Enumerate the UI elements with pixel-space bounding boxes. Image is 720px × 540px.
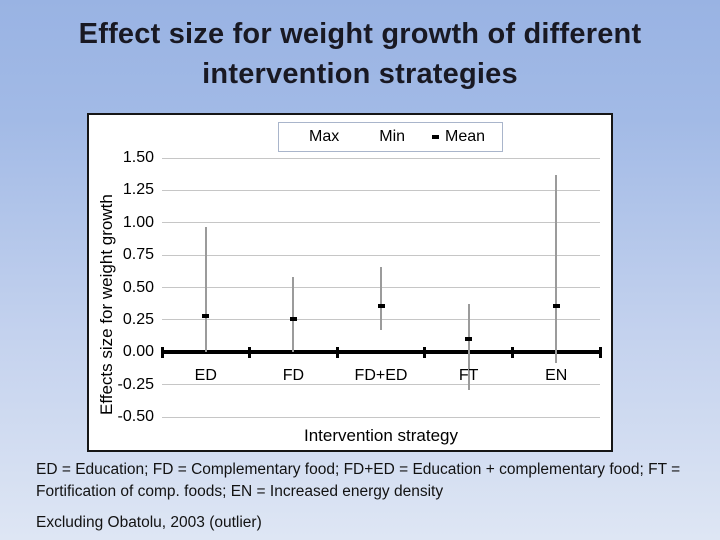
x-axis-tick [335,346,339,358]
y-tick-label: 0.00 [122,343,154,361]
gridline [162,384,600,386]
slide-title: Effect size for weight growth of differe… [78,18,642,90]
footnote-abbreviations: ED = Education; FD = Complementary food;… [36,461,681,500]
x-axis-tick [598,346,602,358]
footnotes: ED = Education; FD = Complementary food;… [36,459,714,534]
legend-entry-min: Min [366,128,405,146]
x-category-label: EN [545,367,568,385]
legend-label-max: Max [309,128,340,145]
legend-entry-mean: Mean [432,128,485,146]
gridline [162,157,600,159]
hilo-range-line [292,277,295,353]
hilo-range-line [204,226,207,353]
min-marker-icon [366,135,373,139]
hilo-range-line [380,266,382,331]
x-axis-line [162,350,600,355]
y-axis-title: Effects size for weight growth [97,194,116,415]
chart-canvas: 1.50 1.25 1.00 0.75 0.50 0.25 0.00 -0.25 -0.50 ED… [89,115,611,450]
legend-label-min: Min [379,128,406,145]
x-axis-tick [510,346,514,358]
x-category-label: ED [194,367,217,385]
gridline [162,189,600,191]
y-tick-label: 0.50 [122,278,154,296]
gridline [162,254,600,256]
x-axis-tick [423,346,427,358]
y-tick-label: 1.00 [122,213,154,231]
mean-marker [202,313,210,318]
y-tick-label: 0.25 [122,310,154,328]
legend-entry-max: Max [296,128,339,146]
x-category-label: FT [458,367,479,385]
mean-marker [377,303,385,308]
gridline [162,416,600,418]
x-axis-tick [160,346,164,358]
mean-marker [289,316,297,321]
max-marker-icon [296,135,303,139]
mean-marker-icon [432,135,440,139]
y-tick-label: 0.75 [122,246,154,264]
x-category-label: FD [282,367,305,385]
x-axis-tick [248,346,252,358]
x-category-label: FD+ED [354,367,408,385]
chart-frame: 1.50 1.25 1.00 0.75 0.50 0.25 0.00 -0.25 -0.50 ED… [87,113,613,452]
hilo-range-line [555,174,558,363]
gridline [162,222,600,224]
footnote-exclusion: Excluding Obatolu, 2003 (outlier) [36,514,262,531]
y-tick-label: 1.50 [122,149,154,166]
x-axis-title: Intervention strategy [303,426,459,445]
legend-label-mean: Mean [445,128,486,145]
y-tick-label: -0.25 [117,375,154,393]
hilo-range-line [467,304,470,390]
chart-legend: Max Min Mean [278,122,504,152]
mean-marker [465,337,473,342]
y-tick-label: -0.50 [117,408,154,425]
mean-marker [552,303,560,308]
y-tick-label: 1.25 [122,181,154,199]
